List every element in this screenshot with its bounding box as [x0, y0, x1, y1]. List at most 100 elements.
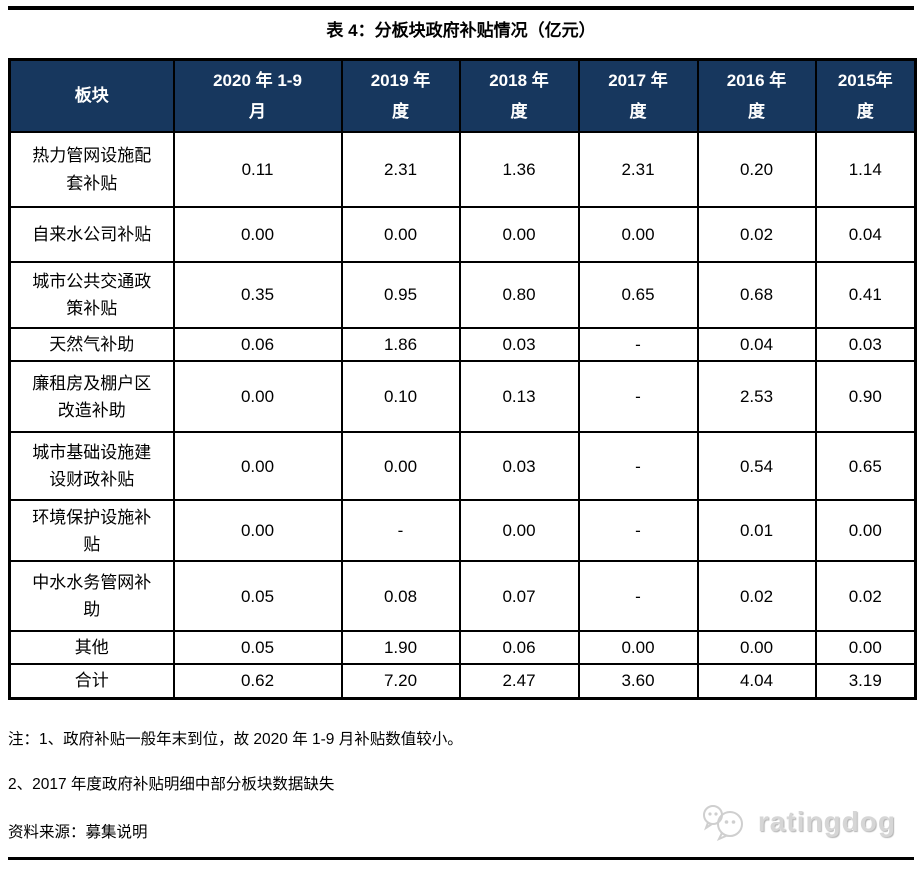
row-label: 中水水务管网补助 — [8, 560, 175, 633]
value-cell: 0.04 — [814, 206, 917, 263]
value-cell: 0.10 — [340, 360, 461, 434]
source-text: 资料来源：募集说明 — [8, 824, 148, 841]
value-cell: 0.00 — [696, 630, 817, 666]
row-label: 城市公共交通政策补贴 — [8, 261, 175, 329]
ratingdog-mascot-icon — [702, 805, 743, 842]
value-cell: 0.90 — [814, 360, 917, 434]
value-cell: 2.31 — [577, 131, 699, 208]
column-header-segment: 板块 — [8, 58, 175, 133]
value-cell: 0.00 — [340, 431, 461, 502]
column-header-period: 2020 年 1-9 月 — [172, 58, 343, 133]
value-cell: 0.03 — [458, 326, 580, 363]
value-cell: - — [577, 326, 699, 363]
ratingdog-logo: ratingdog — [700, 802, 896, 842]
value-cell: 0.65 — [814, 431, 917, 502]
row-label: 自来水公司补贴 — [8, 206, 175, 263]
table-title: 表 4：分板块政府补贴情况（亿元） — [326, 21, 596, 40]
value-cell: 0.08 — [340, 560, 461, 633]
value-cell: 2.53 — [696, 360, 817, 434]
value-cell: 1.36 — [458, 131, 580, 208]
value-cell: 0.35 — [172, 261, 343, 329]
table-row: 热力管网设施配套补贴 0.11 2.31 1.36 2.31 0.20 1.14 — [8, 131, 917, 208]
value-cell: 0.03 — [814, 326, 917, 363]
value-cell: 1.90 — [340, 630, 461, 666]
table-row: 环境保护设施补贴 0.00-0.00-0.01 0.00 — [8, 499, 917, 563]
value-cell: 0.05 — [172, 560, 343, 633]
table-row: 廉租房及棚户区改造补助 0.00 0.10 0.13-2.53 0.90 — [8, 360, 917, 434]
value-cell: 0.02 — [696, 560, 817, 633]
value-cell: - — [577, 360, 699, 434]
row-label: 合计 — [8, 663, 175, 700]
column-header-period: 2016 年 度 — [696, 58, 817, 133]
column-header-period: 2015年 度 — [814, 58, 917, 133]
value-cell: 0.07 — [458, 560, 580, 633]
column-header-period: 2019 年 度 — [340, 58, 461, 133]
value-cell: 0.00 — [577, 630, 699, 666]
value-cell: 0.54 — [696, 431, 817, 502]
table-row: 中水水务管网补助 0.05 0.08 0.07-0.02 0.02 — [8, 560, 917, 633]
table-row: 城市基础设施建设财政补贴 0.00 0.00 0.03-0.54 0.65 — [8, 431, 917, 502]
value-cell: - — [577, 499, 699, 563]
subsidy-table: 板块 2020 年 1-9 月 2019 年 度 2018 年 度 2017 年 度 20… — [8, 58, 917, 700]
table-row: 自来水公司补贴 0.00 0.00 0.00 0.00 0.02 0.04 — [8, 206, 917, 263]
table-row: 天然气补助 0.06 1.86 0.03-0.04 0.03 — [8, 326, 917, 363]
table-row: 其他 0.05 1.90 0.06 0.00 0.00 0.00 — [8, 630, 917, 666]
top-divider — [8, 6, 914, 10]
value-cell: 2.47 — [458, 663, 580, 700]
value-cell: 0.65 — [577, 261, 699, 329]
value-cell: 0.00 — [172, 206, 343, 263]
row-label: 城市基础设施建设财政补贴 — [8, 431, 175, 502]
note-2: 2、2017 年度政府补贴明细中部分板块数据缺失 — [8, 776, 335, 793]
value-cell: 0.20 — [696, 131, 817, 208]
value-cell: 0.00 — [172, 360, 343, 434]
value-cell: 0.05 — [172, 630, 343, 666]
value-cell: 0.01 — [696, 499, 817, 563]
table-body: 热力管网设施配套补贴 0.11 2.31 1.36 2.31 0.20 1.14 自来水公司补… — [8, 131, 917, 700]
value-cell: 0.06 — [172, 326, 343, 363]
value-cell: 0.00 — [814, 630, 917, 666]
value-cell: 1.14 — [814, 131, 917, 208]
table-header: 板块 2020 年 1-9 月 2019 年 度 2018 年 度 2017 年 度 20… — [8, 58, 917, 133]
note-1: 注：1、政府补贴一般年末到位，故 2020 年 1-9 月补贴数值较小。 — [8, 731, 463, 748]
value-cell: - — [340, 499, 461, 563]
value-cell: 0.13 — [458, 360, 580, 434]
column-header-period: 2017 年 度 — [577, 58, 699, 133]
row-label: 其他 — [8, 630, 175, 666]
value-cell: 0.68 — [696, 261, 817, 329]
value-cell: 0.00 — [340, 206, 461, 263]
value-cell: 2.31 — [340, 131, 461, 208]
value-cell: 0.00 — [458, 206, 580, 263]
value-cell: 0.11 — [172, 131, 343, 208]
value-cell: 3.60 — [577, 663, 699, 700]
value-cell: 0.06 — [458, 630, 580, 666]
value-cell: 0.00 — [458, 499, 580, 563]
value-cell: 0.03 — [458, 431, 580, 502]
value-cell: 0.02 — [696, 206, 817, 263]
header-row: 板块 2020 年 1-9 月 2019 年 度 2018 年 度 2017 年 度 20… — [8, 58, 917, 133]
value-cell: 7.20 — [340, 663, 461, 700]
ratingdog-wordmark: ratingdog — [757, 806, 896, 837]
value-cell: 4.04 — [696, 663, 817, 700]
value-cell: 1.86 — [340, 326, 461, 363]
row-label: 环境保护设施补贴 — [8, 499, 175, 563]
value-cell: 0.62 — [172, 663, 343, 700]
bottom-divider — [8, 857, 914, 860]
row-label: 天然气补助 — [8, 326, 175, 363]
table-row: 城市公共交通政策补贴 0.35 0.95 0.80 0.65 0.68 0.41 — [8, 261, 917, 329]
value-cell: 0.95 — [340, 261, 461, 329]
value-cell: 0.00 — [172, 499, 343, 563]
value-cell: 0.04 — [696, 326, 817, 363]
value-cell: 0.02 — [814, 560, 917, 633]
row-label: 热力管网设施配套补贴 — [8, 131, 175, 208]
table-row: 合计 0.62 7.20 2.47 3.60 4.04 3.19 — [8, 663, 917, 700]
value-cell: - — [577, 431, 699, 502]
value-cell: 0.00 — [577, 206, 699, 263]
row-label: 廉租房及棚户区改造补助 — [8, 360, 175, 434]
value-cell: - — [577, 560, 699, 633]
value-cell: 0.80 — [458, 261, 580, 329]
value-cell: 0.41 — [814, 261, 917, 329]
value-cell: 0.00 — [814, 499, 917, 563]
value-cell: 3.19 — [814, 663, 917, 700]
column-header-period: 2018 年 度 — [458, 58, 580, 133]
